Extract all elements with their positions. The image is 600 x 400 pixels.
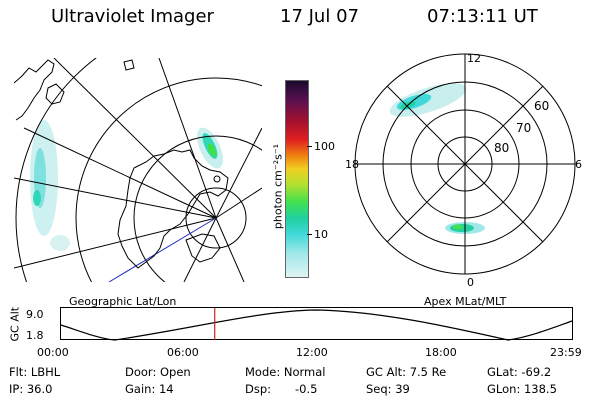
gc-alt-info: GC Alt: 7.5 Re bbox=[366, 365, 447, 379]
mlt-label-0: 0 bbox=[467, 276, 474, 289]
geo-meridians bbox=[14, 58, 262, 282]
gain-info: Gain: 14 bbox=[125, 382, 174, 396]
colorbar-tick-10 bbox=[307, 234, 312, 235]
altitude-curve bbox=[60, 309, 573, 341]
mlt-label-18: 18 bbox=[345, 158, 359, 171]
timeline-xtick-2359: 23:59 bbox=[550, 346, 582, 359]
mlat-label-60: 60 bbox=[534, 99, 549, 113]
dsp-value: -0.5 bbox=[295, 382, 318, 396]
apex-grid bbox=[354, 53, 576, 275]
geographic-map bbox=[14, 58, 262, 282]
door-info: Door: Open bbox=[125, 365, 191, 379]
dsp-label: Dsp: bbox=[245, 382, 272, 396]
geo-coastlines bbox=[14, 59, 229, 269]
aurora-emission-geo bbox=[30, 120, 223, 251]
instrument-title: Ultraviolet Imager bbox=[51, 6, 214, 27]
mlt-label-12: 12 bbox=[467, 52, 481, 65]
mode-info: Mode: Normal bbox=[245, 365, 326, 379]
ip-info: IP: 36.0 bbox=[9, 382, 53, 396]
mlat-label-80: 80 bbox=[494, 141, 509, 155]
date-label: 17 Jul 07 bbox=[280, 6, 359, 27]
glon-info: GLon: 138.5 bbox=[487, 382, 557, 396]
timeline-ymax: 9.0 bbox=[26, 308, 44, 321]
time-label: 07:13:11 UT bbox=[427, 6, 538, 27]
apex-panel-label: Apex MLat/MLT bbox=[424, 295, 507, 308]
glat-info: GLat: -69.2 bbox=[487, 365, 552, 379]
colorbar-tick-100 bbox=[307, 146, 312, 147]
seq-info: Seq: 39 bbox=[366, 382, 410, 396]
timeline-xtick-0000: 00:00 bbox=[37, 346, 69, 359]
colorbar-tick-label-10: 10 bbox=[314, 228, 328, 241]
timeline-xtick-1200: 12:00 bbox=[296, 346, 328, 359]
colorbar-tick-label-100: 100 bbox=[314, 140, 335, 153]
timeline-ymin: 1.8 bbox=[26, 329, 44, 342]
geo-latitude-circles bbox=[15, 58, 262, 282]
apex-polar-plot: 12 18 6 0 60 70 80 bbox=[345, 52, 582, 289]
mlat-label-70: 70 bbox=[516, 121, 531, 135]
colorbar-unit-label: photon cm⁻²s⁻¹ bbox=[271, 143, 285, 230]
terminator-line bbox=[108, 217, 217, 282]
timeline-xtick-0600: 06:00 bbox=[167, 346, 199, 359]
intensity-colorbar bbox=[285, 80, 309, 278]
timeline-ylabel: GC Alt bbox=[8, 306, 22, 342]
mlt-label-6: 6 bbox=[575, 158, 582, 171]
filter-info: Flt: LBHL bbox=[9, 365, 61, 379]
geo-panel-label: Geographic Lat/Lon bbox=[69, 295, 177, 308]
timeline-xtick-1800: 18:00 bbox=[425, 346, 457, 359]
altitude-timeline bbox=[60, 307, 573, 341]
